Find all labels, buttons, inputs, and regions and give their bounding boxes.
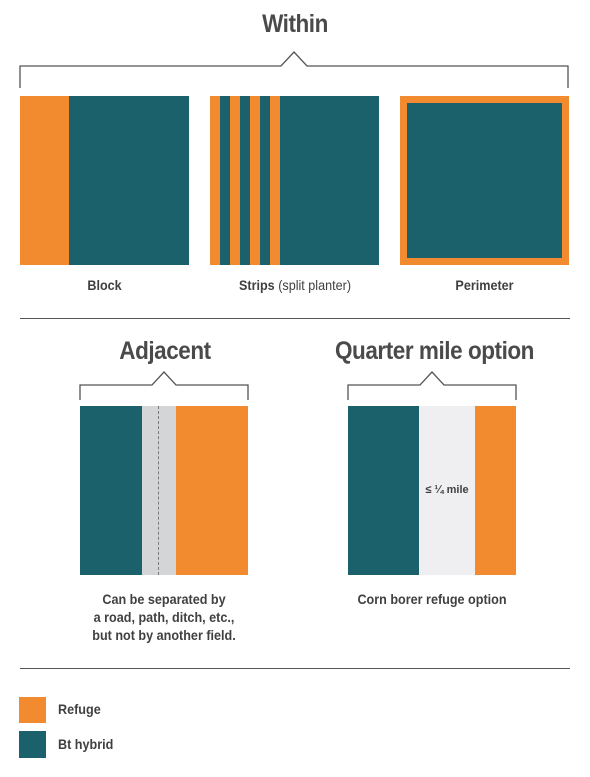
quarter-mile-note: Corn borer refuge option (357, 591, 507, 607)
divider-top (20, 318, 570, 319)
adjacent-bracket (79, 371, 249, 400)
strip-refuge-1 (210, 96, 220, 265)
perimeter-label: Perimeter (455, 277, 514, 293)
strips-label-bold: Strips (238, 277, 275, 293)
perimeter-diagram (400, 96, 569, 265)
block-diagram (20, 96, 189, 265)
adjacent-bt-hybrid (80, 406, 142, 575)
within-title: Within (262, 10, 328, 38)
within-bracket (19, 51, 569, 88)
strips-label-rest: (split planter) (274, 277, 352, 293)
adjacent-diagram (80, 406, 248, 575)
quarter-mile-bracket (347, 371, 517, 400)
adjacent-road (142, 406, 176, 575)
legend-label-bt-hybrid: Bt hybrid (58, 736, 114, 752)
legend-swatch-refuge (19, 697, 46, 723)
road-center-line (158, 406, 159, 575)
strip-refuge-3 (250, 96, 260, 265)
strips-diagram (210, 96, 379, 265)
strip-refuge-4 (270, 96, 280, 265)
adjacent-note-line-2: a road, path, ditch, etc., (93, 609, 235, 625)
divider-bottom (20, 668, 570, 669)
adjacent-note: Can be separated by a road, path, ditch,… (74, 590, 254, 644)
adjacent-note-line-3: but not by another field. (92, 627, 236, 643)
adjacent-note-line-1: Can be separated by (102, 591, 226, 607)
quarter-mile-gap: ≤ ¼ mile (419, 406, 475, 575)
distance-label: ≤ ¼ mile (425, 484, 469, 496)
adjacent-refuge (176, 406, 248, 575)
adjacent-title: Adjacent (119, 337, 211, 365)
legend-label-refuge: Refuge (58, 701, 101, 717)
legend-swatch-bt-hybrid (19, 731, 46, 758)
block-refuge (20, 96, 69, 265)
strips-label: Strips (split planter) (205, 277, 385, 293)
strip-refuge-2 (230, 96, 240, 265)
quarter-mile-diagram: ≤ ¼ mile (348, 406, 516, 575)
quarter-mile-title: Quarter mile option (335, 337, 534, 365)
block-label: Block (87, 277, 122, 293)
block-bt-hybrid (69, 96, 189, 265)
quarter-mile-refuge (475, 406, 516, 575)
quarter-mile-bt-hybrid (348, 406, 419, 575)
perimeter-bt-hybrid (407, 103, 562, 258)
